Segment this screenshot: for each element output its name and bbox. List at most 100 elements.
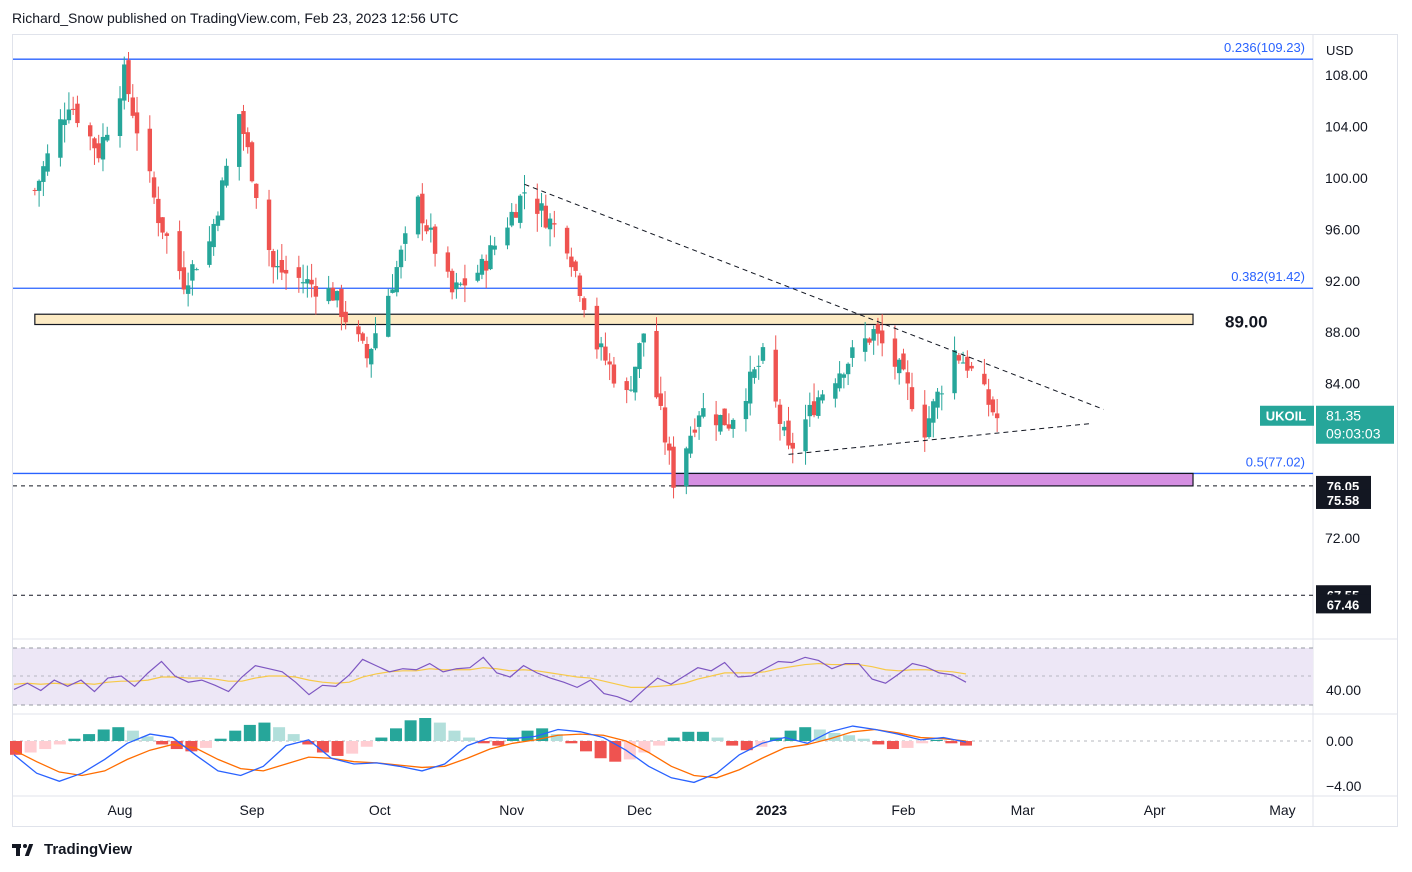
candle-body	[449, 270, 455, 293]
candle-body	[211, 223, 216, 248]
candle-body	[488, 245, 493, 270]
macd-histogram-bar	[696, 731, 709, 741]
candle-body	[952, 350, 957, 394]
candle-body	[390, 289, 395, 293]
candle-body	[117, 98, 123, 136]
macd-histogram-bar	[302, 741, 315, 745]
candle-body	[905, 372, 910, 384]
candle-body	[594, 305, 600, 350]
candle-body	[96, 143, 101, 159]
candle-body	[105, 134, 110, 141]
macd-histogram-bar	[930, 739, 943, 741]
candle-body	[479, 258, 485, 275]
candle-body	[990, 399, 996, 413]
macd-histogram-bar	[53, 741, 66, 745]
candle-body	[326, 288, 331, 302]
macd-histogram-bar	[682, 731, 695, 741]
candle-body	[833, 383, 838, 399]
candle-body	[70, 108, 76, 110]
macd-histogram-bar	[711, 737, 724, 741]
macd-histogram-bar	[550, 734, 563, 741]
candle-body	[726, 424, 732, 429]
candle-body	[773, 349, 778, 402]
candle-body	[782, 426, 787, 431]
candle-body	[415, 196, 421, 235]
candle-body	[960, 362, 966, 364]
symbol-tag-label: UKOIL	[1266, 409, 1307, 424]
price-tick-label: 88.00	[1325, 324, 1360, 340]
candle-body	[458, 283, 463, 285]
candle-body	[41, 166, 46, 182]
candle-body	[522, 192, 527, 194]
macd-histogram-bar	[200, 741, 212, 748]
candle-body	[935, 391, 940, 408]
macd-tick-label: 0.00	[1326, 733, 1353, 749]
candle-body	[837, 373, 842, 389]
candle-body	[373, 333, 378, 349]
macd-histogram-bar	[784, 730, 797, 741]
candle-body	[475, 272, 480, 281]
candle-body	[513, 212, 519, 218]
candle-body	[219, 180, 225, 221]
candle-body	[879, 330, 885, 344]
macd-histogram-bar	[68, 738, 81, 741]
countdown-label: 09:03:03	[1326, 426, 1381, 442]
candle-body	[807, 404, 812, 417]
candle-body	[271, 251, 276, 268]
candle-body	[181, 267, 187, 290]
candle-body	[424, 225, 429, 232]
candle-body	[535, 198, 540, 214]
candle-body	[662, 407, 668, 443]
macd-histogram-bar	[258, 722, 271, 741]
brand-footer: TradingView	[12, 841, 132, 858]
macd-histogram-bar	[10, 741, 22, 755]
candle-body	[969, 365, 974, 369]
candle-body	[505, 227, 510, 246]
macd-histogram-bar	[287, 734, 300, 741]
candle-body	[701, 408, 706, 417]
time-tick-label: Oct	[369, 802, 391, 818]
macd-histogram-bar	[477, 741, 490, 744]
candle-body	[334, 291, 340, 301]
candle-body	[279, 259, 285, 273]
macd-histogram-bar	[185, 741, 198, 752]
candle-body	[611, 364, 617, 384]
macd-histogram-bar	[565, 741, 578, 744]
candle-body	[134, 112, 140, 134]
candle-body	[730, 419, 736, 429]
candle-body	[956, 355, 962, 361]
candle-body	[909, 387, 915, 410]
macd-histogram-bar	[799, 727, 812, 741]
candle-body	[75, 103, 80, 124]
candle-body	[722, 408, 727, 426]
macd-histogram-bar	[901, 741, 914, 748]
macd-histogram-bar	[316, 741, 329, 753]
rsi-line	[13, 656, 967, 703]
support-zone	[672, 472, 1194, 487]
candle-body	[428, 227, 434, 230]
candle-body	[185, 285, 191, 294]
candle-body	[509, 211, 514, 226]
candle-body	[756, 365, 761, 367]
candle-body	[215, 215, 221, 226]
tradingview-logo-icon	[12, 842, 38, 858]
macd-signal-line	[13, 728, 967, 779]
candle-body	[850, 347, 855, 358]
candle-body	[224, 165, 229, 186]
candle-body	[624, 381, 629, 391]
candle-body	[790, 442, 795, 449]
candle-body	[867, 338, 872, 343]
macd-histogram-bar	[243, 724, 256, 741]
macd-histogram-bar	[141, 736, 154, 741]
candle-body	[36, 180, 42, 191]
chart-frame	[12, 34, 1398, 827]
candle-body	[249, 142, 255, 182]
candlestick-series	[32, 51, 1000, 499]
candle-body	[581, 298, 587, 310]
candle-body	[300, 282, 306, 284]
macd-histogram-bar	[916, 741, 929, 744]
candle-body	[126, 60, 131, 95]
candle-body	[667, 443, 672, 451]
time-tick-label: Apr	[1144, 802, 1166, 818]
